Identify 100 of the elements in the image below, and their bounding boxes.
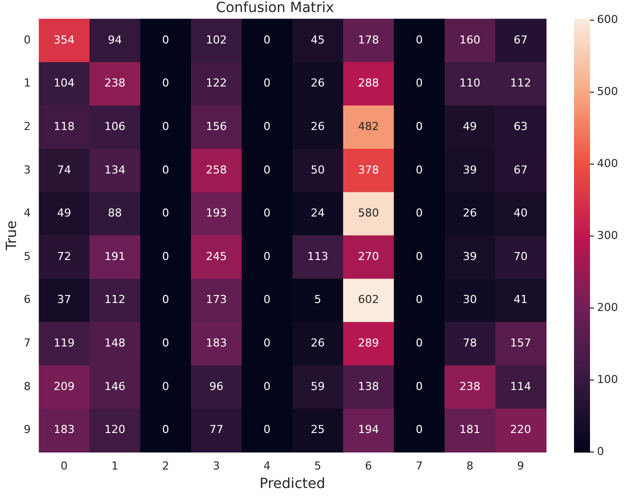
data-label: 63 [514,120,528,133]
data-label: 0 [162,120,170,133]
data-label: 0 [162,336,170,350]
data-label: 0 [416,163,423,176]
data-label: 114 [510,380,532,393]
data-label: 24 [310,206,325,220]
data-label: 45 [310,33,325,46]
color-bar-label: 100 [597,372,618,386]
color-bar-label: 200 [597,300,618,314]
data-label: 146 [104,380,126,393]
data-label: 112 [104,293,126,306]
data-label: 178 [358,33,379,46]
data-label: 106 [104,120,126,133]
color-bar-label: 400 [597,157,618,170]
data-label: 0 [162,293,170,306]
data-label: 270 [358,250,379,263]
data-label: 134 [104,163,126,176]
x-tick-label: 4 [264,459,271,472]
data-label: 5 [314,293,322,306]
data-label: 181 [459,423,480,436]
x-tick-label: 9 [517,459,524,472]
data-label: 78 [462,336,477,350]
data-label: 41 [514,293,528,306]
data-label: 26 [462,206,477,220]
data-label: 26 [310,120,325,133]
y-tick-label: 1 [24,76,31,90]
data-label: 0 [162,380,170,393]
data-label: 120 [104,423,126,436]
data-label: 0 [264,250,271,263]
data-label: 0 [264,33,271,46]
data-label: 39 [462,250,477,263]
data-label: 482 [358,120,379,133]
data-label: 258 [206,163,227,176]
color-bar-label: 600 [597,13,618,26]
data-label: 0 [416,423,423,436]
data-label: 354 [54,33,75,46]
data-label: 0 [162,423,170,436]
y-tick-label: 5 [24,250,31,263]
x-axis-title: Predicted [260,476,326,492]
y-tick-label: 9 [24,423,31,436]
data-label: 193 [206,206,227,220]
x-tick-label: 1 [111,459,118,472]
data-label: 0 [162,163,170,176]
data-label: 49 [462,120,477,133]
x-tick-label: 3 [212,459,220,472]
data-label: 0 [162,76,170,90]
color-bar-label: 300 [597,228,618,242]
x-tick-label: 2 [162,459,170,472]
x-tick-label: 0 [60,459,68,472]
data-label: 113 [307,250,328,263]
data-label: 88 [108,206,122,220]
data-label: 118 [54,120,75,133]
data-label: 77 [209,423,224,436]
data-label: 191 [104,250,126,263]
data-label: 67 [514,163,528,176]
chart-title: Confusion Matrix [216,0,334,16]
data-label: 0 [264,380,271,393]
data-label: 0 [416,206,423,220]
data-label: 288 [358,76,379,90]
x-tick-label: 6 [364,459,372,472]
data-label: 289 [358,336,379,350]
data-label: 0 [264,76,271,90]
y-tick-label: 0 [24,33,31,46]
data-label: 0 [416,76,423,90]
color-bar-label: 500 [597,85,618,98]
data-label: 39 [462,163,477,176]
data-label: 119 [54,336,75,350]
y-tick-label: 3 [24,163,31,176]
data-label: 74 [57,163,72,176]
x-tick-label: 7 [416,459,423,472]
data-label: 50 [310,163,325,176]
data-label: 122 [206,76,227,90]
data-label: 0 [264,336,271,350]
data-label: 72 [57,250,72,263]
data-label: 25 [310,423,325,436]
data-label: 238 [104,76,126,90]
data-label: 378 [358,163,379,176]
data-label: 96 [209,380,224,393]
data-label: 220 [510,423,532,436]
data-label: 138 [358,380,379,393]
data-label: 238 [459,380,480,393]
data-label: 70 [514,250,528,263]
x-tick-label: 8 [466,459,474,472]
data-label: 209 [54,380,75,393]
data-label: 30 [462,293,477,306]
color-bar-label: 0 [597,444,604,458]
data-label: 0 [162,206,170,220]
data-label: 0 [264,423,271,436]
data-label: 173 [206,293,227,306]
x-tick-label: 5 [314,459,322,472]
data-label: 0 [416,293,423,306]
data-label: 157 [510,336,532,350]
data-label: 40 [514,206,528,220]
data-label: 602 [358,293,379,306]
data-label: 0 [416,250,423,263]
data-label: 112 [510,76,532,90]
y-tick-label: 4 [24,206,31,220]
data-label: 0 [416,336,423,350]
data-label: 67 [514,33,528,46]
data-label: 110 [459,76,480,90]
